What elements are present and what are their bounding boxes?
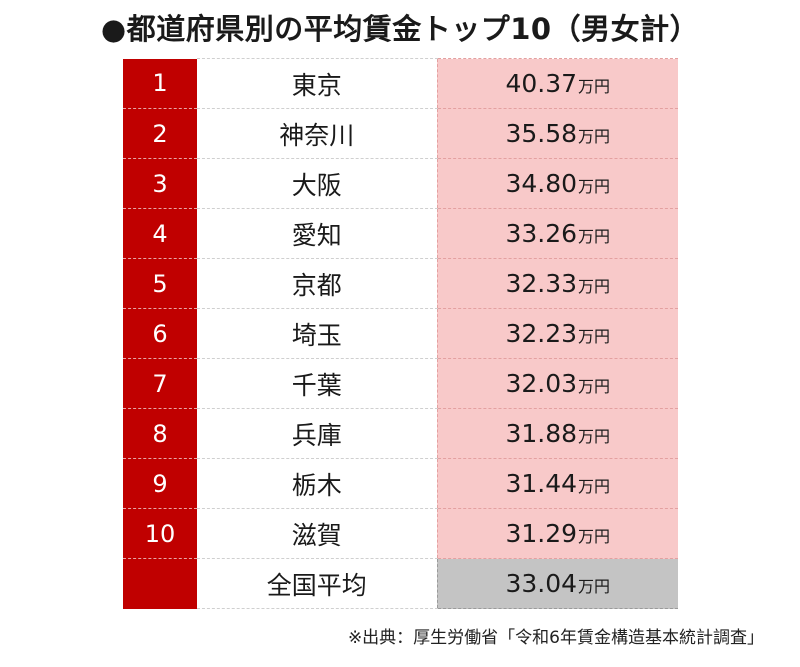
wage-cell: 34.80万円 <box>436 158 678 209</box>
wage-value: 31.88 <box>505 419 578 448</box>
wage-value: 31.44 <box>505 469 578 498</box>
chart-title: ●都道府県別の平均賃金トップ10（男女計） <box>100 12 700 46</box>
prefecture-cell: 東京 <box>197 58 437 109</box>
wage-unit: 万円 <box>578 377 611 396</box>
wage-cell: 31.44万円 <box>436 458 678 509</box>
wage-unit: 万円 <box>578 427 611 446</box>
wage-unit: 万円 <box>578 327 611 346</box>
rank-cell: 8 <box>123 408 197 459</box>
wage-unit: 万円 <box>578 127 611 146</box>
wage-value: 35.58 <box>505 119 578 148</box>
wage-cell: 33.04万円 <box>436 558 678 609</box>
table-row: 7 千葉 32.03万円 <box>123 358 678 409</box>
prefecture-cell: 愛知 <box>197 208 437 259</box>
rank-cell: 4 <box>123 208 197 259</box>
table-row: 5 京都 32.33万円 <box>123 258 678 309</box>
table-row: 6 埼玉 32.23万円 <box>123 308 678 359</box>
wage-cell: 35.58万円 <box>436 108 678 159</box>
wage-value: 33.04 <box>505 569 578 598</box>
prefecture-cell: 千葉 <box>197 358 437 409</box>
wage-value: 40.37 <box>505 69 578 98</box>
wage-unit: 万円 <box>578 77 611 96</box>
table-body: 1 東京 40.37万円 2 神奈川 35.58万円 3 大阪 34.80万円 4 愛知 33.26万… <box>123 58 678 609</box>
wage-unit: 万円 <box>578 177 611 196</box>
table-row: 3 大阪 34.80万円 <box>123 158 678 209</box>
wage-cell: 31.88万円 <box>436 408 678 459</box>
prefecture-cell: 滋賀 <box>197 508 437 559</box>
rank-cell <box>123 558 197 609</box>
wage-cell: 31.29万円 <box>436 508 678 559</box>
rank-cell: 10 <box>123 508 197 559</box>
table-row: 4 愛知 33.26万円 <box>123 208 678 259</box>
wage-cell: 33.26万円 <box>436 208 678 259</box>
table-row: 10 滋賀 31.29万円 <box>123 508 678 559</box>
prefecture-cell: 大阪 <box>197 158 437 209</box>
wage-value: 32.03 <box>505 369 578 398</box>
wage-unit: 万円 <box>578 277 611 296</box>
wage-unit: 万円 <box>578 477 611 496</box>
wage-value: 33.26 <box>505 219 578 248</box>
prefecture-cell: 京都 <box>197 258 437 309</box>
wage-unit: 万円 <box>578 527 611 546</box>
rank-cell: 3 <box>123 158 197 209</box>
wage-cell: 32.03万円 <box>436 358 678 409</box>
source-note: ※出典：厚生労働省「令和6年賃金構造基本統計調査」 <box>347 628 764 648</box>
table-row: 8 兵庫 31.88万円 <box>123 408 678 459</box>
prefecture-cell: 埼玉 <box>197 308 437 359</box>
wage-ranking-table: 1 東京 40.37万円 2 神奈川 35.58万円 3 大阪 34.80万円 4 愛知 33.26万… <box>123 58 678 609</box>
rank-cell: 5 <box>123 258 197 309</box>
prefecture-cell: 兵庫 <box>197 408 437 459</box>
wage-value: 32.33 <box>505 269 578 298</box>
wage-unit: 万円 <box>578 577 611 596</box>
table-row: 1 東京 40.37万円 <box>123 58 678 109</box>
wage-unit: 万円 <box>578 227 611 246</box>
prefecture-cell: 全国平均 <box>197 558 437 609</box>
wage-value: 32.23 <box>505 319 578 348</box>
rank-cell: 2 <box>123 108 197 159</box>
prefecture-cell: 栃木 <box>197 458 437 509</box>
rank-cell: 1 <box>123 58 197 109</box>
rank-cell: 6 <box>123 308 197 359</box>
wage-cell: 32.23万円 <box>436 308 678 359</box>
wage-value: 34.80 <box>505 169 578 198</box>
prefecture-cell: 神奈川 <box>197 108 437 159</box>
table-row: 2 神奈川 35.58万円 <box>123 108 678 159</box>
average-row: 全国平均 33.04万円 <box>123 558 678 609</box>
wage-value: 31.29 <box>505 519 578 548</box>
wage-cell: 40.37万円 <box>436 58 678 109</box>
rank-cell: 9 <box>123 458 197 509</box>
rank-cell: 7 <box>123 358 197 409</box>
table-row: 9 栃木 31.44万円 <box>123 458 678 509</box>
wage-cell: 32.33万円 <box>436 258 678 309</box>
